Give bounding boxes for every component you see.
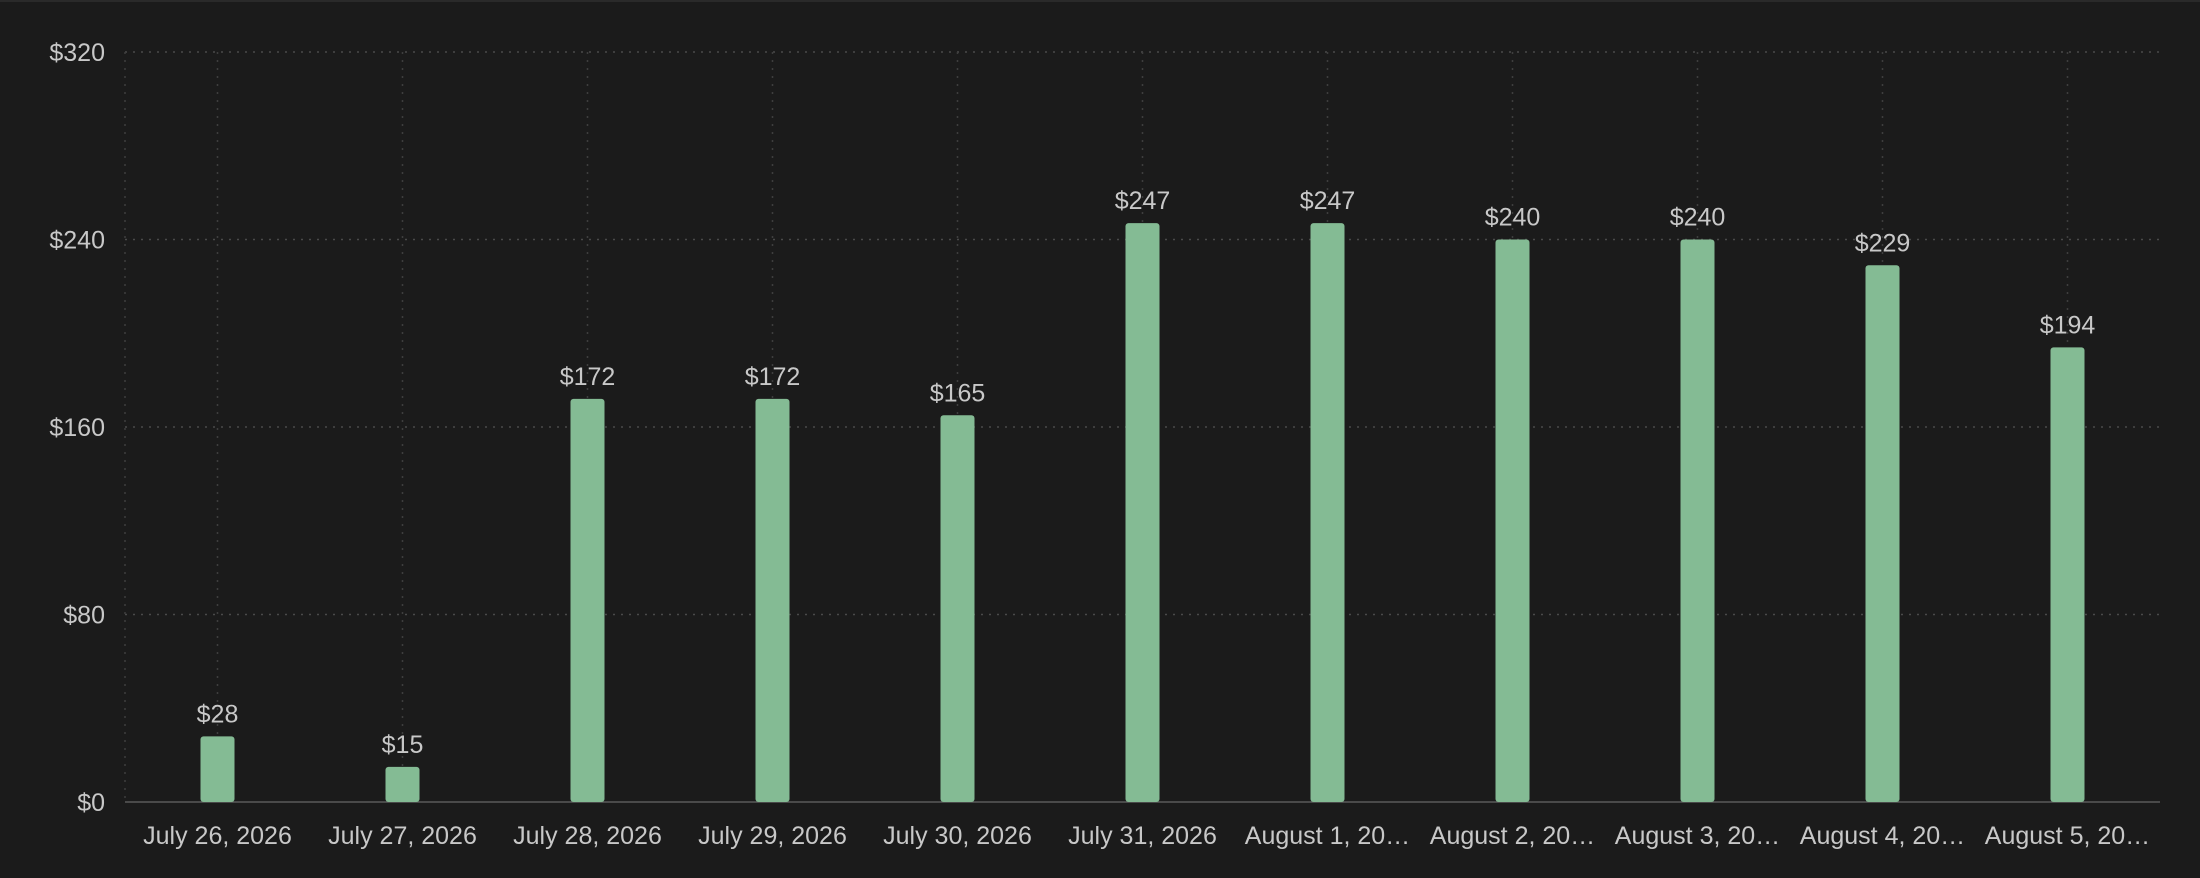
x-tick-label: July 26, 2026 — [143, 822, 292, 850]
data-label: $172 — [560, 363, 616, 391]
x-tick-label: July 28, 2026 — [513, 822, 662, 850]
data-label: $15 — [382, 731, 424, 759]
bar — [1680, 239, 1715, 802]
x-tick-label: August 2, 20… — [1430, 822, 1595, 850]
bar — [940, 415, 975, 802]
data-label: $240 — [1485, 204, 1541, 232]
data-label: $247 — [1300, 187, 1356, 215]
bar — [1125, 223, 1160, 802]
data-label: $172 — [745, 363, 801, 391]
data-label: $194 — [2040, 311, 2096, 339]
data-label: $240 — [1670, 204, 1726, 232]
data-label: $28 — [197, 700, 239, 728]
bar — [385, 766, 420, 802]
bar — [200, 736, 235, 802]
y-tick-label: $0 — [77, 789, 105, 817]
y-tick-label: $320 — [49, 39, 105, 67]
y-tick-label: $80 — [63, 602, 105, 630]
x-tick-label: August 1, 20… — [1245, 822, 1410, 850]
bar — [1495, 239, 1530, 802]
x-tick-label: August 5, 20… — [1985, 822, 2150, 850]
x-tick-label: July 29, 2026 — [698, 822, 847, 850]
bar — [755, 398, 790, 802]
bar — [2050, 347, 2085, 802]
x-tick-label: July 27, 2026 — [328, 822, 477, 850]
y-tick-label: $240 — [49, 227, 105, 255]
x-tick-label: July 31, 2026 — [1068, 822, 1217, 850]
bar — [1310, 223, 1345, 802]
data-label: $229 — [1855, 229, 1911, 257]
bar — [570, 398, 605, 802]
data-label: $165 — [930, 379, 986, 407]
y-tick-label: $160 — [49, 414, 105, 442]
x-tick-label: August 4, 20… — [1800, 822, 1965, 850]
data-label: $247 — [1115, 187, 1171, 215]
bar — [1865, 265, 1900, 802]
x-tick-label: August 3, 20… — [1615, 822, 1780, 850]
x-tick-label: July 30, 2026 — [883, 822, 1032, 850]
